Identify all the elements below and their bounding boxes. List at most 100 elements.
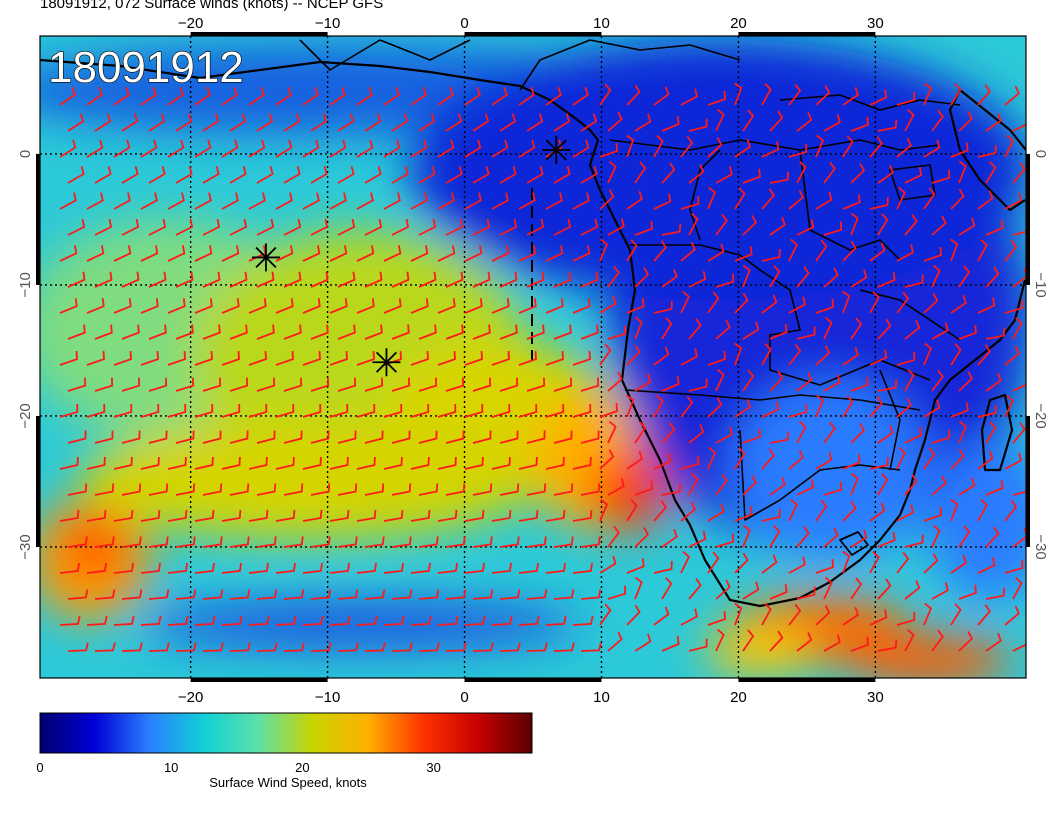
wind-barb bbox=[842, 395, 854, 418]
lat-label-left: 0 bbox=[17, 150, 34, 158]
wind-barb bbox=[167, 192, 185, 210]
wind-barb bbox=[1012, 316, 1023, 340]
wind-barb bbox=[410, 509, 431, 522]
wind-barb bbox=[140, 139, 158, 158]
wind-barb bbox=[275, 509, 296, 522]
wind-barb bbox=[661, 162, 676, 184]
wind-barb bbox=[194, 192, 212, 210]
west-africa-coast bbox=[40, 58, 599, 141]
wind-barb bbox=[842, 500, 857, 522]
wind-barb bbox=[248, 351, 267, 366]
wind-barb bbox=[526, 324, 545, 340]
wind-barb bbox=[472, 536, 493, 548]
wind-barb bbox=[194, 245, 213, 262]
wind-barb bbox=[94, 642, 116, 652]
wind-barb bbox=[842, 550, 851, 574]
wind-barb bbox=[634, 161, 647, 184]
wind-barb bbox=[418, 430, 438, 444]
wind-barb bbox=[715, 368, 725, 392]
wind-barb bbox=[553, 483, 574, 496]
wind-barb bbox=[734, 187, 746, 210]
border-7 bbox=[859, 289, 961, 341]
wind-barb bbox=[653, 240, 667, 262]
wind-barb bbox=[923, 553, 939, 574]
wind-barb bbox=[86, 562, 107, 574]
wind-barb bbox=[815, 85, 831, 106]
wind-barb bbox=[553, 218, 572, 236]
wind-barb bbox=[580, 218, 599, 236]
wind-barb bbox=[248, 298, 267, 314]
wind-barb bbox=[634, 527, 650, 548]
lon-label-bottom: 30 bbox=[867, 689, 884, 706]
wind-barb bbox=[607, 218, 625, 236]
lat-label-left: −20 bbox=[17, 403, 34, 428]
wind-barb bbox=[175, 271, 194, 288]
wind-barb bbox=[896, 551, 910, 574]
wind-barb bbox=[256, 113, 274, 132]
wind-barb bbox=[464, 351, 483, 366]
wind-barb bbox=[607, 371, 623, 392]
wind-barb bbox=[923, 342, 933, 366]
wind-barb bbox=[788, 498, 799, 522]
wind-barb bbox=[931, 429, 951, 444]
wind-barb bbox=[896, 351, 916, 366]
wind-barb bbox=[167, 615, 189, 626]
wind-barb bbox=[931, 109, 944, 132]
wind-barb bbox=[356, 403, 376, 418]
wind-barb bbox=[437, 298, 456, 314]
wind-barb bbox=[869, 502, 886, 522]
frame-bar-left bbox=[36, 415, 40, 547]
wind-barb bbox=[896, 91, 916, 106]
wind-barb bbox=[985, 161, 997, 184]
marker-stroke bbox=[545, 139, 567, 161]
wind-barb bbox=[607, 111, 623, 132]
wind-barb bbox=[626, 394, 635, 418]
wind-barb bbox=[167, 403, 187, 418]
wind-barb bbox=[113, 562, 134, 574]
wind-barb bbox=[985, 219, 1004, 236]
wind-barb bbox=[121, 218, 140, 236]
wind-barb bbox=[823, 374, 841, 392]
wind-barb bbox=[94, 377, 114, 392]
wind-barb bbox=[275, 403, 295, 418]
wind-barb bbox=[796, 420, 807, 444]
wind-barb bbox=[680, 501, 696, 522]
wind-barb bbox=[302, 245, 321, 262]
wind-barb bbox=[59, 403, 79, 418]
wind-barb bbox=[499, 430, 519, 444]
wind-barb bbox=[275, 298, 294, 314]
wind-barb bbox=[796, 266, 810, 288]
wind-barb bbox=[418, 324, 437, 340]
wind-barb bbox=[518, 615, 540, 626]
wind-barb bbox=[67, 589, 89, 600]
date-stamp: 18091912 bbox=[48, 43, 244, 92]
wind-barb bbox=[67, 166, 85, 184]
wind-barb bbox=[283, 113, 301, 132]
wind-barb bbox=[437, 139, 455, 158]
wind-barb bbox=[121, 483, 142, 496]
wind-barb bbox=[715, 166, 733, 184]
wind-barb bbox=[256, 166, 274, 184]
wind-barb bbox=[1012, 268, 1026, 288]
wind-barb bbox=[229, 589, 251, 600]
wind-barb bbox=[310, 536, 331, 548]
wind-barb bbox=[545, 139, 563, 158]
wind-barb bbox=[958, 371, 974, 392]
wind-barb bbox=[383, 139, 401, 158]
wind-barb bbox=[464, 245, 483, 262]
wind-barb bbox=[950, 188, 965, 210]
wind-barb bbox=[815, 239, 828, 262]
wind-barb bbox=[580, 113, 598, 132]
wind-barb bbox=[580, 271, 599, 288]
wind-barb bbox=[815, 134, 825, 158]
wind-barb bbox=[931, 215, 947, 236]
wind-barb bbox=[869, 551, 880, 574]
wind-barb bbox=[734, 82, 743, 106]
wind-barb bbox=[761, 188, 775, 210]
wind-barb bbox=[707, 503, 725, 522]
wind-barb bbox=[383, 456, 403, 470]
wind-barb bbox=[310, 483, 331, 496]
wind-barb bbox=[877, 639, 898, 652]
wind-barb bbox=[950, 402, 969, 418]
wind-barb bbox=[931, 169, 951, 184]
